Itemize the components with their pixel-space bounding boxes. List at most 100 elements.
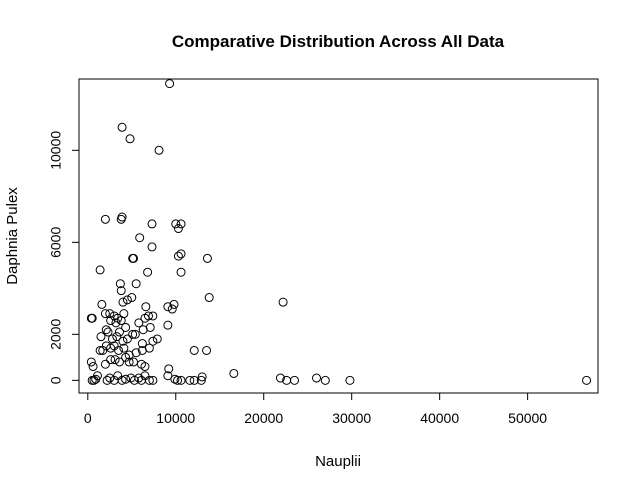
data-point	[129, 375, 139, 385]
data-point	[197, 372, 207, 382]
data-point	[171, 219, 181, 229]
data-point	[122, 295, 132, 305]
data-point	[88, 362, 98, 372]
data-point	[131, 348, 141, 358]
data-point	[110, 355, 120, 365]
data-point	[145, 322, 155, 332]
data-point	[144, 375, 154, 385]
data-point	[129, 253, 139, 263]
data-point	[107, 334, 117, 344]
data-point	[582, 375, 592, 385]
y-tick-label: 10000	[48, 131, 64, 170]
data-point	[129, 357, 139, 367]
data-point	[169, 299, 179, 309]
data-point	[97, 299, 107, 309]
data-point	[147, 242, 157, 252]
data-point	[189, 345, 199, 355]
data-point	[117, 122, 127, 132]
data-point	[95, 265, 105, 275]
data-point	[152, 334, 162, 344]
y-tick-label: 6000	[48, 227, 64, 258]
x-axis-label: Nauplii	[315, 453, 361, 470]
data-point	[134, 318, 144, 328]
data-point	[122, 334, 132, 344]
data-point	[176, 249, 186, 259]
data-point	[275, 373, 285, 383]
data-point	[173, 375, 183, 385]
data-point	[130, 329, 140, 339]
x-tick-label: 50000	[508, 410, 547, 426]
y-tick-label: 0	[48, 376, 64, 384]
data-point	[100, 359, 110, 369]
data-point	[118, 336, 128, 346]
data-point	[106, 316, 116, 326]
data-point	[131, 279, 141, 289]
data-point	[114, 345, 124, 355]
data-point	[148, 311, 158, 321]
data-point	[127, 293, 137, 303]
data-point	[148, 375, 158, 385]
data-point	[140, 313, 150, 323]
data-point	[176, 375, 186, 385]
data-point	[100, 214, 110, 224]
data-point	[116, 286, 126, 296]
data-point	[103, 327, 113, 337]
data-point	[189, 375, 199, 385]
data-point	[124, 357, 134, 367]
data-point	[148, 336, 158, 346]
data-point	[204, 293, 214, 303]
data-point	[112, 332, 122, 342]
data-point	[143, 267, 153, 277]
data-point	[320, 375, 330, 385]
data-point	[185, 375, 195, 385]
data-point	[173, 251, 183, 261]
data-point	[202, 253, 212, 263]
data-point	[117, 212, 127, 222]
x-tick-label: 20000	[244, 410, 283, 426]
data-points	[86, 79, 592, 385]
y-axis-label: Daphnia Pulex	[4, 187, 21, 285]
data-point	[163, 320, 173, 330]
data-point	[137, 339, 147, 349]
data-point	[114, 327, 124, 337]
y-tick-label: 2000	[48, 319, 64, 350]
data-point	[167, 304, 177, 314]
data-point	[164, 364, 174, 374]
data-point	[87, 313, 97, 323]
data-point	[95, 345, 105, 355]
data-point	[128, 329, 138, 339]
data-point	[163, 302, 173, 312]
data-point	[121, 374, 131, 384]
data-point	[101, 325, 111, 335]
x-tick-label: 40000	[420, 410, 459, 426]
data-point	[196, 375, 206, 385]
data-point	[141, 302, 151, 312]
data-point	[176, 219, 186, 229]
data-point	[290, 375, 300, 385]
data-point	[118, 297, 128, 307]
x-tick-label: 30000	[332, 410, 371, 426]
plot-frame	[78, 78, 599, 394]
data-point	[176, 267, 186, 277]
data-point	[100, 309, 110, 319]
data-point	[278, 297, 288, 307]
data-point	[96, 332, 106, 342]
data-point	[92, 371, 102, 381]
x-tick-label: 0	[84, 410, 92, 426]
data-point	[119, 343, 129, 353]
data-point	[140, 362, 150, 372]
data-point	[102, 375, 112, 385]
data-point	[154, 145, 164, 155]
x-axis: 0 10000 20000 30000 40000 50000	[84, 392, 547, 426]
data-point	[105, 309, 115, 319]
y-axis: 0 2000 6000 10000	[48, 131, 80, 384]
data-point	[134, 373, 144, 383]
data-point	[173, 224, 183, 234]
data-point	[119, 309, 129, 319]
data-point	[229, 368, 239, 378]
data-point	[115, 279, 125, 289]
data-point	[135, 233, 145, 243]
data-point	[121, 322, 131, 332]
